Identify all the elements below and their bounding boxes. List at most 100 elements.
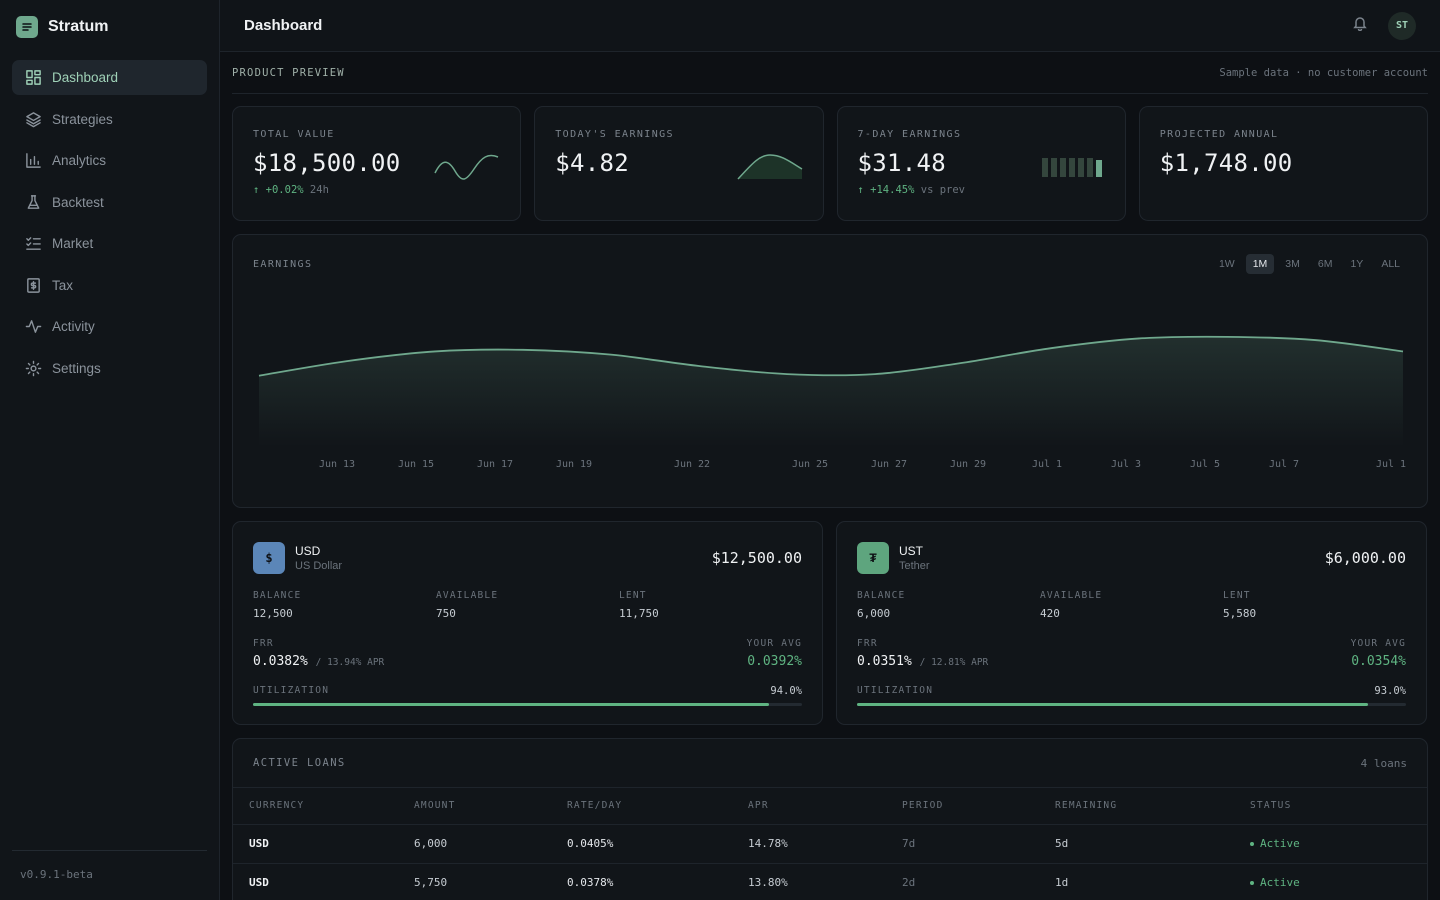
active-loans-card: ACTIVE LOANS 4 loans CURRENCY AMOUNT RAT… — [232, 738, 1428, 900]
sidebar-item-tax[interactable]: Tax — [12, 268, 207, 303]
loan-rate: 0.0405% — [567, 824, 748, 864]
balance-value: 12,500 — [253, 607, 293, 620]
notifications-bell-icon[interactable] — [1352, 15, 1368, 36]
lent-value: 5,580 — [1223, 607, 1257, 620]
currency-card-usd[interactable]: $ USD US Dollar $12,500.00 BALANCE 12,500… — [232, 521, 823, 725]
sidebar-item-label: Tax — [52, 277, 74, 293]
arrow-up-icon: ↑ — [857, 184, 864, 196]
sidebar: Stratum Dashboard Strategies Analytics B… — [0, 0, 220, 900]
x-tick-label: Jun 13 — [319, 459, 355, 470]
kpi-card-projected-annual: PROJECTED ANNUAL $1,748.00 — [1138, 106, 1428, 221]
status-badge: Active — [1250, 863, 1427, 900]
app-logo-icon — [16, 16, 38, 38]
column-header[interactable]: CURRENCY — [233, 788, 414, 825]
column-header[interactable]: AMOUNT — [414, 788, 567, 825]
kpi-delta: ↑ +0.02% 24h — [253, 184, 500, 196]
x-tick-label: Jun 17 — [477, 459, 513, 470]
earnings-chart-card: Jun 13 Jun 15 Jun 17 Jun 19 Jun 22 Jun 25 Jun … — [232, 234, 1428, 508]
currency-card-ust[interactable]: ₮ UST Tether $6,000.00 BALANCE 6,000 AVAI… — [836, 521, 1427, 725]
table-header-row: CURRENCY AMOUNT RATE/DAY APR PERIOD REMA… — [233, 788, 1427, 825]
brand[interactable]: Stratum — [0, 0, 219, 54]
loan-amount: 5,750 — [414, 863, 567, 900]
loan-period: 2d — [902, 863, 1055, 900]
sparkline-wave — [434, 154, 499, 180]
sparkline-area — [736, 154, 802, 180]
frr-label: FRR — [857, 638, 878, 649]
status-text: Active — [1260, 876, 1300, 889]
loans-title: ACTIVE LOANS — [253, 757, 346, 769]
loan-amount: 6,000 — [414, 824, 567, 864]
x-tick-label: Jun 27 — [871, 459, 907, 470]
your-avg-label: YOUR AVG — [1350, 638, 1406, 649]
sidebar-item-market[interactable]: Market — [12, 226, 207, 261]
kpi-value: $1,748.00 — [1159, 149, 1293, 177]
preview-banner: PRODUCT PREVIEW Sample data · no custome… — [232, 52, 1428, 94]
range-tab-1y[interactable]: 1Y — [1350, 258, 1364, 270]
avatar[interactable]: ST — [1388, 11, 1416, 40]
frr-value: 0.0351% — [857, 654, 912, 669]
utilization-value: 93.0% — [1374, 685, 1406, 697]
range-tab-3m[interactable]: 3M — [1285, 258, 1300, 270]
currency-code: USD — [295, 544, 321, 558]
range-tab-1w[interactable]: 1W — [1218, 258, 1235, 270]
x-tick-label: Jun 22 — [674, 459, 710, 470]
range-tab-1m[interactable]: 1M — [1245, 254, 1275, 274]
frr-label: FRR — [253, 638, 274, 649]
kpi-value: $31.48 — [857, 149, 946, 177]
lent-value: 11,750 — [619, 607, 659, 620]
utilization-bar — [857, 703, 1406, 706]
page-title: Dashboard — [244, 17, 323, 34]
sidebar-item-activity[interactable]: Activity — [12, 309, 207, 344]
sidebar-item-backtest[interactable]: Backtest — [12, 185, 207, 220]
sidebar-item-label: Settings — [52, 360, 101, 376]
sparkline-bars — [1041, 158, 1102, 177]
kpi-delta-value: +14.45% — [870, 184, 915, 196]
app-version: v0.9.1-beta — [12, 850, 207, 900]
layers-icon — [24, 110, 42, 128]
utilization-fill — [253, 703, 770, 706]
column-header[interactable]: PERIOD — [902, 788, 1055, 825]
sidebar-item-strategies[interactable]: Strategies — [12, 102, 207, 137]
lent-label: LENT — [1223, 590, 1251, 601]
currency-name: US Dollar — [295, 560, 343, 572]
kpi-card-todays-earnings: TODAY'S EARNINGS $4.82 — [534, 106, 824, 221]
utilization-bar — [253, 703, 802, 706]
dashboard-icon — [24, 69, 42, 87]
sidebar-item-dashboard[interactable]: Dashboard — [12, 60, 207, 95]
loan-currency: USD — [233, 824, 414, 864]
column-header[interactable]: APR — [748, 788, 902, 825]
sidebar-item-label: Activity — [52, 319, 95, 334]
column-header[interactable]: RATE/DAY — [567, 788, 748, 825]
range-tab-all[interactable]: ALL — [1381, 258, 1400, 270]
kpi-row: TOTAL VALUE $18,500.00 ↑ +0.02% 24h TODA… — [232, 106, 1428, 221]
kpi-value: $18,500.00 — [253, 149, 401, 177]
kpi-label: TOTAL VALUE — [253, 129, 335, 140]
x-tick-label: Jun 19 — [556, 459, 592, 470]
table-row[interactable]: USD 5,750 0.0378% 13.80% 2d 1d Active — [233, 863, 1427, 900]
preview-note: Sample data · no customer account — [1219, 66, 1428, 79]
x-tick-label: Jul 5 — [1190, 459, 1220, 470]
range-tab-6m[interactable]: 6M — [1317, 258, 1333, 270]
status-badge: Active — [1250, 824, 1427, 864]
available-label: AVAILABLE — [1040, 590, 1103, 601]
receipt-icon — [24, 276, 42, 294]
x-tick-label: Jun 29 — [950, 459, 986, 470]
frr-value: 0.0382% — [253, 654, 308, 669]
chart-title: EARNINGS — [253, 259, 313, 270]
available-value: 750 — [436, 607, 456, 620]
loan-apr: 13.80% — [748, 863, 902, 900]
balance-label: BALANCE — [253, 590, 302, 601]
currency-total: $6,000.00 — [1324, 549, 1406, 567]
x-tick-label: Jul 7 — [1269, 459, 1299, 470]
loans-table: CURRENCY AMOUNT RATE/DAY APR PERIOD REMA… — [233, 788, 1427, 900]
column-header[interactable]: REMAINING — [1055, 788, 1250, 825]
kpi-delta-suffix: vs prev — [920, 184, 966, 196]
column-header[interactable]: STATUS — [1250, 788, 1427, 825]
table-row[interactable]: USD 6,000 0.0405% 14.78% 7d 5d Active — [233, 824, 1427, 864]
sidebar-item-analytics[interactable]: Analytics — [12, 143, 207, 178]
main-content: Dashboard ST PRODUCT PREVIEW Sample data… — [220, 0, 1440, 900]
sidebar-item-settings[interactable]: Settings — [12, 351, 207, 386]
status-dot-icon — [1250, 842, 1254, 846]
kpi-card-7-day-earnings: 7-DAY EARNINGS $31.48 ↑ +14.45% vs prev — [836, 106, 1126, 221]
range-selector: 1W 1M 3M 6M 1Y ALL — [1212, 254, 1407, 274]
